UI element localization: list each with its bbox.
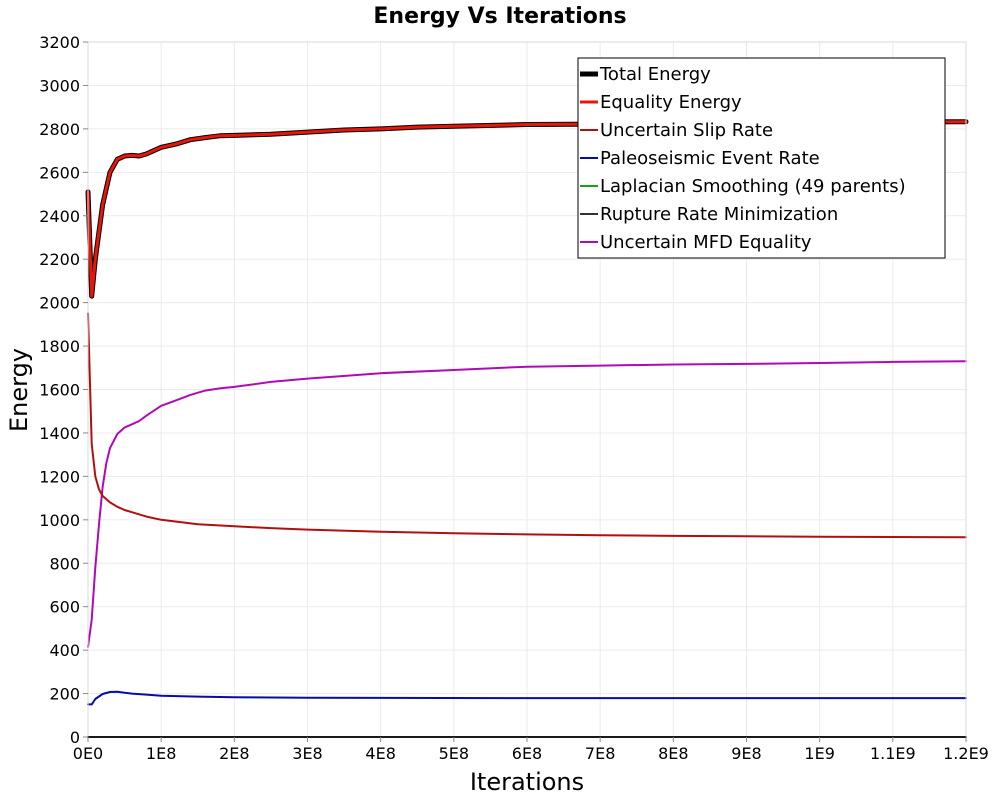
legend: Total Energy Equality Energy Uncertain Sli… — [577, 57, 946, 259]
legend-label-equality-energy: Equality Energy — [600, 92, 742, 113]
x-tick-label: 1E8 — [146, 744, 176, 763]
legend-label-uncertain-mfd-equality: Uncertain MFD Equality — [600, 232, 812, 253]
x-tick-label: 9E8 — [731, 744, 761, 763]
legend-box — [577, 57, 946, 259]
y-tick-label: 800 — [49, 554, 80, 573]
legend-label-uncertain-slip-rate: Uncertain Slip Rate — [600, 120, 773, 141]
x-tick-label: 2E8 — [219, 744, 249, 763]
x-tick-label: 6E8 — [512, 744, 542, 763]
y-tick-label: 1000 — [39, 511, 80, 530]
grid — [87, 41, 967, 738]
y-tick-label: 3000 — [39, 76, 80, 95]
x-tick-label: 3E8 — [292, 744, 322, 763]
y-tick-label: 1400 — [39, 424, 80, 443]
y-tick-label: 2600 — [39, 163, 80, 182]
y-tick-label: 1600 — [39, 381, 80, 400]
x-tick-label: 1E9 — [804, 744, 834, 763]
x-tick-label: 1.1E9 — [870, 744, 916, 763]
y-tick-label: 1200 — [39, 467, 80, 486]
x-tick-label: 5E8 — [439, 744, 469, 763]
x-tick-label: 7E8 — [585, 744, 615, 763]
x-axis-label: Iterations — [470, 768, 584, 796]
y-tick-label: 1800 — [39, 337, 80, 356]
y-tick-label: 2000 — [39, 294, 80, 313]
x-tick-label: 4E8 — [365, 744, 395, 763]
y-tick-label: 3200 — [39, 33, 80, 52]
y-axis-label: Energy — [5, 348, 33, 432]
legend-label-rupture-rate-minimization: Rupture Rate Minimization — [600, 204, 838, 225]
legend-label-paleoseismic-event-rate: Paleoseismic Event Rate — [600, 148, 820, 169]
legend-label-total-energy: Total Energy — [599, 64, 711, 85]
y-tick-label: 200 — [49, 685, 80, 704]
legend-label-laplacian-smoothing-49-parents: Laplacian Smoothing (49 parents) — [600, 176, 906, 197]
y-tick-label: 400 — [49, 641, 80, 660]
y-tick-label: 0 — [70, 728, 80, 747]
y-tick-label: 2200 — [39, 250, 80, 269]
y-axis-ticks: 0 200 400 600 800 1000 1200 1400 1600 1800 2000 220… — [39, 33, 88, 747]
chart-title: Energy Vs Iterations — [373, 4, 626, 29]
y-tick-label: 2400 — [39, 207, 80, 226]
y-tick-label: 600 — [49, 598, 80, 617]
x-tick-label: 8E8 — [658, 744, 688, 763]
series-line-paleoseismic-event-rate — [87, 690, 967, 706]
y-tick-label: 2800 — [39, 120, 80, 139]
x-tick-label: 0E0 — [73, 744, 103, 763]
x-tick-label: 1.2E9 — [943, 744, 989, 763]
legend-items: Total Energy Equality Energy Uncertain Sli… — [580, 64, 906, 253]
series-line-uncertain-slip-rate — [87, 312, 967, 539]
x-axis-ticks: 0E0 1E8 2E8 3E8 4E8 5E8 6E8 7E8 8E8 9E8 1E9 1.1E9 1.… — [73, 737, 989, 763]
series-line-uncertain-mfd-equality — [87, 360, 967, 648]
